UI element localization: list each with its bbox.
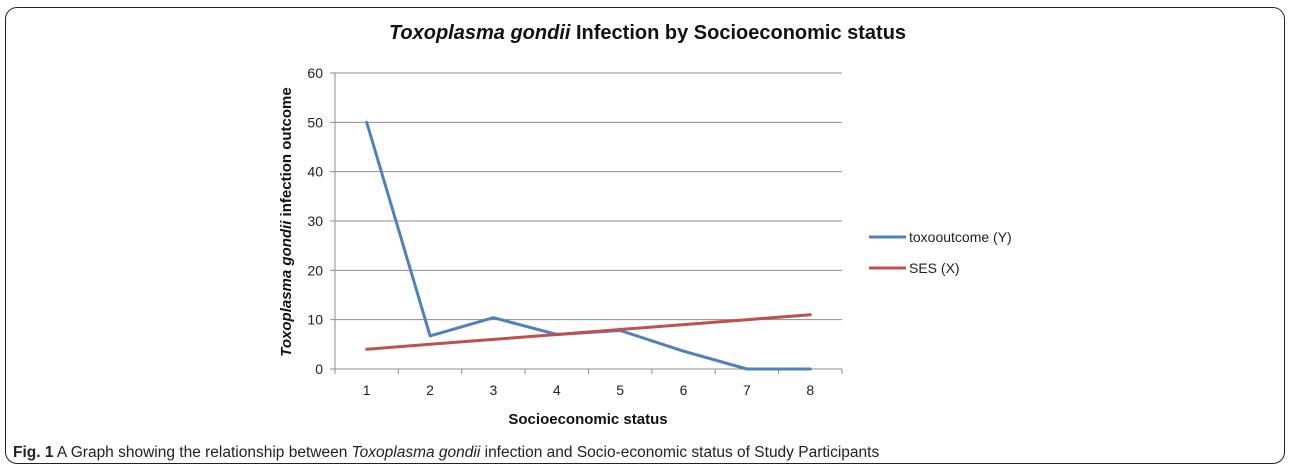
legend-label: SES (X): [909, 260, 960, 276]
legend: toxooutcome (Y) SES (X): [869, 229, 1012, 276]
x-axis-label: Socioeconomic status: [508, 411, 667, 428]
y-tick-label: 30: [307, 213, 323, 229]
y-axis-label-italic: Toxoplasma gondii: [278, 220, 295, 357]
caption-text-italic: Toxoplasma gondii: [351, 444, 481, 461]
x-tick-label: 4: [553, 382, 561, 398]
x-tick-label: 8: [806, 382, 814, 398]
y-tick-label: 60: [307, 65, 323, 81]
y-tick-label: 10: [307, 312, 323, 328]
series-line-2: [365, 313, 812, 351]
y-tick-label: 20: [307, 262, 323, 278]
x-tick-label: 2: [426, 382, 434, 398]
y-tick-labels: 0 10 20 30 40 50 60: [307, 65, 323, 377]
x-tick-label: 5: [616, 382, 624, 398]
y-tick-label: 0: [315, 361, 323, 377]
x-tick-label: 1: [363, 382, 371, 398]
y-axis-label-rest: infection outcome: [278, 87, 295, 220]
figure-caption: Fig. 1 A Graph showing the relationship …: [13, 444, 879, 462]
caption-text-b: infection and Socio-economic status of S…: [480, 444, 880, 461]
legend-label: toxooutcome (Y): [909, 229, 1012, 245]
series-lines: [365, 120, 812, 371]
x-tick-label: 6: [680, 382, 688, 398]
caption-fig-label: Fig. 1: [13, 444, 54, 461]
chart-title: Toxoplasma gondii Infection by Socioecon…: [0, 22, 1295, 45]
x-tick-label: 3: [490, 382, 498, 398]
chart-title-italic: Toxoplasma gondii: [388, 22, 571, 44]
x-tick-labels: 1 2 3 4 5 6 7 8: [363, 382, 815, 398]
caption-text-a: A Graph showing the relationship between: [53, 444, 352, 461]
y-tick-label: 40: [307, 164, 323, 180]
axes: [330, 72, 843, 374]
y-tick-label: 50: [307, 114, 323, 130]
grid-lines: [335, 72, 842, 321]
x-tick-label: 7: [743, 382, 751, 398]
chart-title-rest: Infection by Socioeconomic status: [570, 22, 907, 44]
figure-frame: [5, 7, 1285, 464]
y-axis-label: Toxoplasma gondii infection outcome: [278, 87, 295, 356]
